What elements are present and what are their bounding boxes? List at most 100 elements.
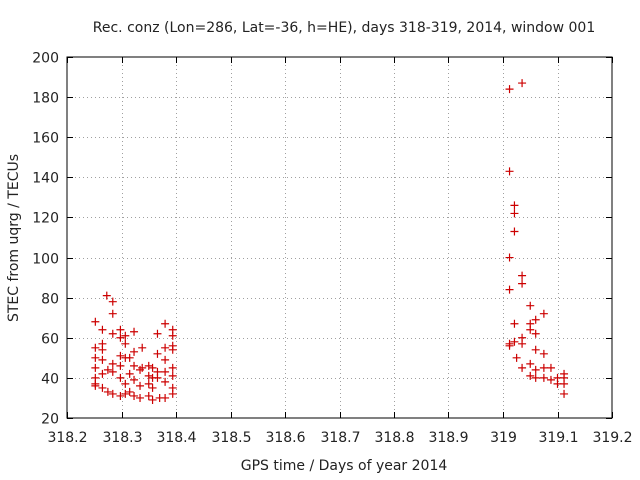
data-point (108, 297, 117, 306)
data-point (161, 343, 170, 352)
data-point (144, 371, 153, 380)
data-point (510, 319, 519, 328)
y-tick-label: 200 (32, 51, 59, 67)
y-tick-label: 160 (32, 131, 59, 147)
data-point (130, 361, 139, 370)
x-tick-label: 318.4 (156, 430, 196, 446)
data-point (125, 387, 134, 396)
data-point (121, 379, 130, 388)
data-point (130, 375, 139, 384)
data-point (108, 389, 117, 398)
data-point (526, 325, 535, 334)
data-point (116, 351, 125, 360)
data-point (161, 355, 170, 364)
data-point (98, 325, 107, 334)
data-point (116, 333, 125, 342)
y-tick-label: 60 (41, 332, 59, 348)
data-point (518, 271, 527, 280)
data-points (91, 79, 569, 404)
data-point (138, 343, 147, 352)
data-point (161, 319, 170, 328)
data-point (518, 79, 527, 88)
data-point (144, 391, 153, 400)
x-tick-labels: 318.2 318.3 318.4 318.5 318.6 318.7 318.8 318.9… (47, 430, 632, 446)
data-point (98, 369, 107, 378)
data-point (161, 377, 170, 386)
data-point (144, 379, 153, 388)
x-tick-label: 318.9 (428, 430, 468, 446)
data-point (91, 363, 100, 372)
x-tick-label: 318.2 (47, 430, 87, 446)
x-tick-label: 318.6 (265, 430, 305, 446)
data-point (138, 363, 147, 372)
data-point (531, 329, 540, 338)
data-point (130, 347, 139, 356)
data-point (546, 375, 555, 384)
data-point (168, 371, 177, 380)
data-point (108, 329, 117, 338)
data-point (161, 393, 170, 402)
data-point (136, 393, 145, 402)
data-point (144, 361, 153, 370)
data-point (539, 309, 548, 318)
data-point (510, 201, 519, 210)
data-point (539, 373, 548, 382)
y-tick-label: 20 (41, 412, 59, 428)
y-tick-label: 180 (32, 91, 59, 107)
data-point (505, 167, 514, 176)
y-tick-label: 80 (41, 292, 59, 308)
data-point (121, 331, 130, 340)
data-point (518, 339, 527, 348)
data-point (560, 389, 569, 398)
data-point (510, 209, 519, 218)
data-point (168, 331, 177, 340)
data-point (546, 363, 555, 372)
plot-area-frame (66, 56, 613, 419)
data-point (505, 253, 514, 262)
y-tick-labels: 20 40 60 80 100 120 140 160 180 200 (32, 51, 59, 428)
x-tick-label: 319 (490, 430, 517, 446)
data-point (121, 339, 130, 348)
data-point (518, 279, 527, 288)
data-point (168, 345, 177, 354)
data-point (512, 353, 521, 362)
data-point (108, 309, 117, 318)
data-point (91, 353, 100, 362)
data-point (510, 337, 519, 346)
data-point (526, 371, 535, 380)
x-axis-label: GPS time / Days of year 2014 (241, 458, 448, 474)
data-point (505, 85, 514, 94)
data-point (108, 359, 117, 368)
y-tick-label: 140 (32, 171, 59, 187)
data-point (103, 365, 112, 374)
data-point (91, 343, 100, 352)
data-point (125, 353, 134, 362)
data-point (161, 367, 170, 376)
data-point (125, 369, 134, 378)
data-point (539, 349, 548, 358)
y-tick-label: 40 (41, 372, 59, 388)
chart-title: Rec. conz (Lon=286, Lat=-36, h=HE), days… (93, 20, 595, 36)
y-tick-label: 100 (32, 252, 59, 268)
data-point (531, 345, 540, 354)
x-tick-label: 318.8 (374, 430, 414, 446)
data-point (98, 355, 107, 364)
data-point (560, 379, 569, 388)
data-point (130, 327, 139, 336)
data-point (98, 383, 107, 392)
data-point (505, 341, 514, 350)
data-point (168, 363, 177, 372)
data-point (116, 391, 125, 400)
x-tick-label: 318.5 (211, 430, 251, 446)
data-point (102, 291, 111, 300)
data-point (526, 301, 535, 310)
x-tick-label: 318.3 (102, 430, 142, 446)
data-point (531, 373, 540, 382)
data-point (531, 315, 540, 324)
data-point (148, 363, 157, 372)
data-point (116, 373, 125, 382)
data-point (148, 383, 157, 392)
data-point (116, 361, 125, 370)
